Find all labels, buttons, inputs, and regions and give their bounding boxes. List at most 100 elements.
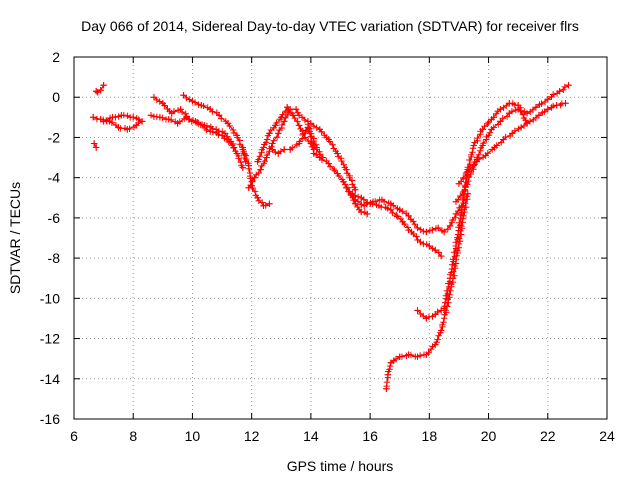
data-point <box>292 106 300 113</box>
x-tick-label: 12 <box>244 428 260 444</box>
data-point <box>90 140 98 147</box>
series-markers <box>245 106 303 191</box>
data-point <box>455 180 463 187</box>
data-point <box>452 210 460 218</box>
series-arc-o-low <box>383 190 472 393</box>
data-point <box>514 106 522 113</box>
series-markers <box>452 82 572 205</box>
x-tick-label: 10 <box>185 428 201 444</box>
series-arc-b-early <box>90 140 100 151</box>
data-point <box>352 186 359 193</box>
data-point <box>423 315 430 322</box>
y-tick-label: -16 <box>40 411 60 427</box>
data-point <box>479 126 486 133</box>
data-point <box>281 146 288 153</box>
data-point <box>109 114 116 121</box>
data-point <box>437 252 445 260</box>
data-point <box>239 164 246 171</box>
data-point <box>423 228 430 236</box>
x-tick-label: 18 <box>422 428 438 444</box>
series-markers <box>349 190 445 260</box>
data-point <box>544 96 551 103</box>
series-arc-q-recovery <box>440 100 531 312</box>
x-tick-label: 16 <box>362 428 378 444</box>
data-point <box>556 87 563 95</box>
data-point <box>387 206 395 214</box>
x-tick-label: 14 <box>303 428 319 444</box>
data-point <box>90 114 97 121</box>
data-point <box>417 238 424 246</box>
y-tick-label: -14 <box>40 371 60 387</box>
data-point <box>506 110 513 117</box>
series-markers <box>90 111 146 133</box>
data-point <box>497 106 504 113</box>
data-point <box>239 144 246 151</box>
series-arc-r-recovery <box>452 81 572 205</box>
data-point <box>186 116 193 123</box>
data-point <box>159 100 167 107</box>
data-point <box>325 160 332 167</box>
series-line <box>352 193 442 257</box>
data-point <box>426 242 433 250</box>
data-point <box>414 224 421 232</box>
data-point <box>435 224 442 232</box>
data-point <box>257 166 264 173</box>
data-point <box>147 112 155 119</box>
data-point <box>375 202 383 210</box>
y-tick-label: -12 <box>40 331 60 347</box>
data-point <box>275 150 282 157</box>
data-point <box>269 146 276 153</box>
series-line <box>443 102 528 309</box>
data-point <box>278 114 285 121</box>
data-point <box>334 170 341 177</box>
data-point <box>189 98 196 105</box>
data-point <box>298 114 306 121</box>
data-point <box>343 184 350 191</box>
data-point <box>432 311 439 318</box>
data-point <box>97 86 104 94</box>
data-point <box>325 136 332 143</box>
data-point <box>245 184 252 191</box>
data-point <box>396 206 403 214</box>
series-arc-i-peak <box>254 104 326 165</box>
data-point <box>93 87 100 95</box>
series-arc-m-trough <box>343 184 466 236</box>
series-arc-h-rise <box>245 106 303 191</box>
series-arc-c-low <box>90 111 146 133</box>
data-point <box>168 110 175 117</box>
data-point <box>363 210 371 218</box>
series-arc-n-trough <box>349 190 445 260</box>
series-markers <box>254 104 326 165</box>
x-tick-label: 6 <box>70 428 78 444</box>
data-point <box>414 307 421 314</box>
data-point <box>233 150 241 157</box>
data-point <box>390 357 397 364</box>
data-point <box>440 228 448 236</box>
data-point <box>544 106 551 113</box>
data-point <box>446 275 454 282</box>
data-point <box>165 116 172 123</box>
data-point <box>461 186 469 193</box>
data-point <box>316 126 323 133</box>
series-arc-g-descent <box>239 144 273 210</box>
data-point <box>340 178 347 185</box>
data-point <box>132 122 140 129</box>
series-markers <box>93 82 107 96</box>
y-tick-label: -10 <box>40 290 60 306</box>
grid <box>74 57 607 419</box>
data-point <box>440 305 448 312</box>
data-point <box>405 351 412 358</box>
data-point <box>358 194 365 201</box>
data-point <box>473 158 480 165</box>
data-point <box>491 144 498 151</box>
data-point <box>295 122 303 129</box>
data-point <box>452 242 460 250</box>
data-point <box>289 112 297 119</box>
data-point <box>497 118 504 125</box>
data-point <box>233 132 241 139</box>
x-tick-label: 8 <box>129 428 137 444</box>
data-point <box>215 112 223 119</box>
data-point <box>396 353 403 360</box>
data-point <box>286 146 294 153</box>
